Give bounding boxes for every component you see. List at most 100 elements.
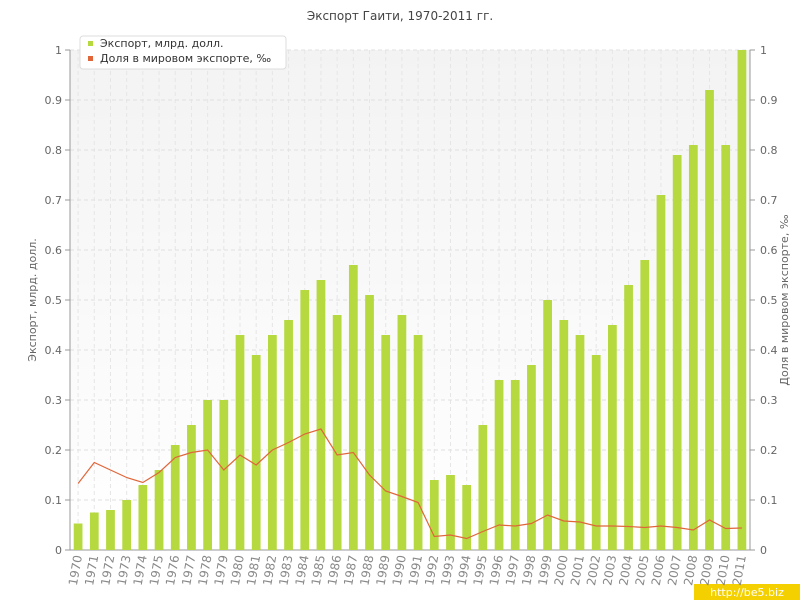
watermark-bg (694, 584, 800, 600)
legend: Экспорт, млрд. долл. Доля в мировом экспо… (79, 35, 287, 70)
bar (429, 480, 439, 550)
x-tick-label: 1982 (260, 554, 279, 587)
bar (737, 50, 747, 550)
y-tick-label: 0.3 (45, 394, 63, 407)
x-tick-label: 1971 (82, 554, 101, 587)
y-tick-label: 0.1 (45, 494, 63, 507)
x-tick-label: 1973 (115, 554, 134, 587)
x-tick-label: 2011 (730, 554, 749, 587)
x-tick-label: 2010 (714, 554, 733, 587)
x-tick-label: 1997 (503, 554, 522, 587)
y2-tick-label: 1 (760, 44, 767, 57)
x-tick-label: 2005 (633, 554, 652, 587)
bar (640, 260, 650, 550)
x-tick-label: 1993 (438, 554, 457, 587)
x-tick-label: 2006 (649, 554, 668, 587)
x-tick-label: 1987 (341, 554, 360, 587)
bar (494, 380, 504, 550)
bar (608, 325, 617, 550)
legend-label: Доля в мировом экспорте, ‰ (100, 52, 271, 65)
x-tick-label: 1974 (131, 554, 150, 587)
bar (170, 445, 180, 550)
x-tick-label: 2004 (616, 554, 635, 587)
y-axis-label: Экспорт, млрд. долл. (26, 238, 39, 361)
x-tick-label: 1975 (147, 554, 166, 587)
y2-tick-label: 0.1 (760, 494, 778, 507)
bar (106, 510, 115, 550)
line (77, 428, 742, 540)
x-tick-label: 1976 (163, 554, 182, 587)
x-tick-label: 1984 (293, 554, 312, 587)
bar (203, 400, 212, 550)
x-tick-label: 2008 (681, 554, 700, 587)
y2-tick-label: 0.7 (760, 194, 778, 207)
y2-axis-label: Доля в мировом экспорте, ‰ (778, 214, 791, 385)
y-tick-label: 0.6 (45, 244, 63, 257)
bar (446, 475, 455, 550)
y2-tick-label: 0.6 (760, 244, 778, 257)
bar (316, 280, 326, 550)
bar (348, 265, 358, 550)
bar (688, 145, 698, 550)
bar (510, 380, 520, 550)
x-tick-label: 2000 (552, 554, 571, 587)
x-tick-label: 1995 (471, 554, 490, 587)
y2-tick-label: 0 (760, 544, 767, 557)
bar (591, 355, 601, 550)
chart-title: Экспорт Гаити, 1970-2011 гг. (307, 9, 493, 23)
bar (381, 335, 391, 550)
x-tick-label: 1970 (66, 554, 85, 587)
bar (300, 290, 310, 550)
y-tick-label: 0.5 (45, 294, 63, 307)
legend-label: Экспорт, млрд. долл. (100, 37, 223, 50)
y-tick-label: 1 (55, 44, 62, 57)
bar (478, 425, 488, 550)
bar (413, 335, 423, 550)
bar (122, 500, 132, 550)
x-tick-label: 2002 (584, 554, 603, 587)
x-tick-label: 1980 (228, 554, 247, 587)
y-tick-label: 0.9 (45, 94, 63, 107)
x-tick-label: 1989 (374, 554, 393, 587)
bar (365, 295, 374, 550)
x-tick-label: 2003 (600, 554, 619, 587)
y-tick-label: 0.8 (45, 144, 63, 157)
y-tick-label: 0.4 (45, 344, 63, 357)
y-tick-label: 0 (55, 544, 62, 557)
bar (575, 335, 585, 550)
y2-tick-label: 0.3 (760, 394, 778, 407)
x-tick-label: 1990 (390, 554, 409, 587)
x-tick-label: 1998 (519, 554, 538, 587)
x-tick-label: 1972 (98, 554, 117, 587)
x-tick-label: 1977 (179, 554, 198, 587)
bar (559, 320, 569, 550)
x-tick-label: 1985 (309, 554, 328, 587)
bar (624, 285, 633, 550)
x-tick-label: 1999 (535, 554, 554, 587)
x-tick-label: 2009 (697, 554, 716, 587)
x-tick-label: 2007 (665, 554, 684, 587)
x-tick-label: 1996 (487, 554, 506, 587)
y-tick-label: 0.2 (45, 444, 63, 457)
bar (284, 320, 293, 550)
bar (235, 335, 245, 550)
bar (672, 155, 682, 550)
legend-box (79, 35, 287, 70)
x-tick-label: 1983 (276, 554, 295, 587)
x-tick-label: 1992 (422, 554, 441, 587)
bar (543, 300, 552, 550)
legend-swatch (88, 56, 93, 61)
bar (527, 365, 536, 550)
watermark: http://be5.biz (710, 586, 784, 599)
y2-tick-label: 0.9 (760, 94, 778, 107)
y2-tick-label: 0.4 (760, 344, 778, 357)
x-tick-label: 1994 (455, 554, 474, 587)
x-tick-label: 1986 (325, 554, 344, 587)
bar (332, 315, 342, 550)
bar (73, 523, 83, 550)
bar (187, 425, 196, 550)
bar (397, 315, 407, 550)
x-tick-label: 1978 (195, 554, 214, 587)
bar (721, 145, 731, 550)
